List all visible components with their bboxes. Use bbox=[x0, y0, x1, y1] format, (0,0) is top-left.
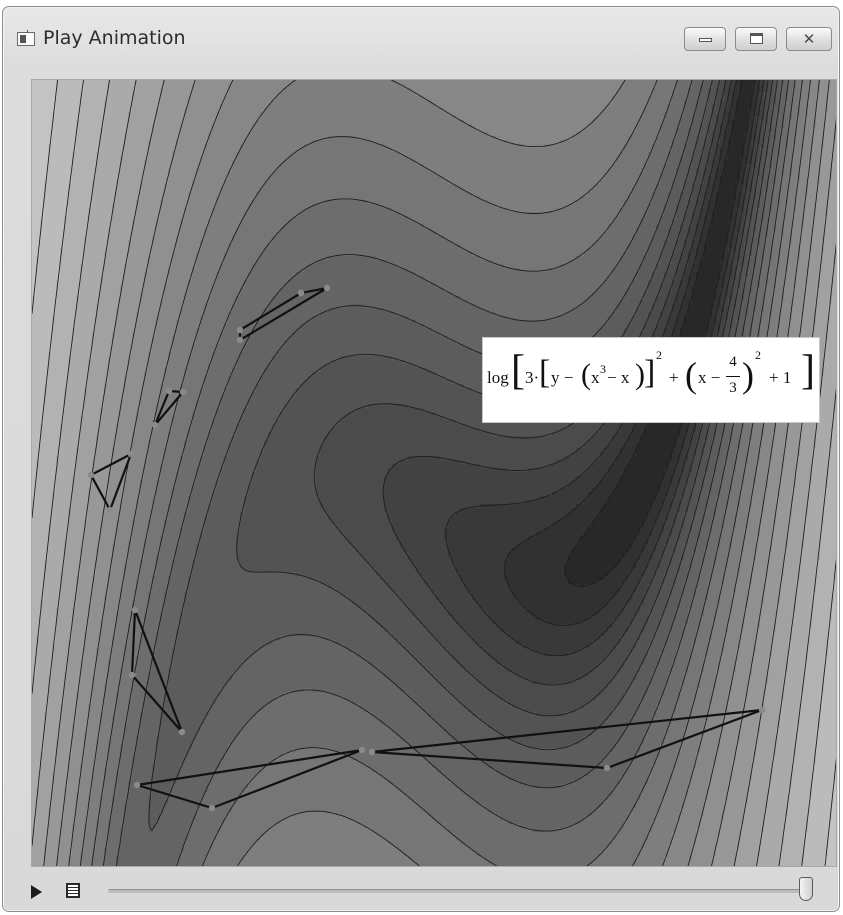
formula-paren2-close: ) bbox=[742, 360, 754, 390]
formula-fraction-bar bbox=[726, 376, 740, 377]
contour-fill bbox=[32, 80, 836, 866]
simplex-vertex bbox=[209, 805, 215, 811]
simplex-vertex bbox=[237, 327, 243, 333]
animation-slider-thumb[interactable] bbox=[799, 877, 813, 901]
simplex-vertex bbox=[324, 285, 330, 291]
simplex-vertex bbox=[88, 472, 94, 478]
document-icon[interactable] bbox=[66, 883, 80, 898]
formula-plus-one: + 1 bbox=[769, 368, 791, 388]
animation-slider-track[interactable] bbox=[108, 889, 808, 893]
formula-bracket-open: [ bbox=[511, 350, 525, 392]
formula-sq1: 2 bbox=[656, 348, 662, 363]
minimize-icon bbox=[699, 38, 712, 42]
formula-log: log bbox=[487, 368, 509, 388]
formula-three: 3· bbox=[525, 368, 539, 388]
formula-sq2: 2 bbox=[755, 348, 761, 363]
simplex-vertex bbox=[179, 729, 185, 735]
simplex-vertex bbox=[604, 765, 610, 771]
simplex-vertex bbox=[107, 507, 113, 513]
close-icon: ✕ bbox=[787, 28, 831, 50]
animation-toolbar bbox=[3, 871, 839, 911]
formula-bracket-inner-open: [ bbox=[539, 352, 550, 394]
formula-paren2-open: ( bbox=[685, 360, 697, 390]
simplex-vertex bbox=[134, 782, 140, 788]
formula-plus: + bbox=[669, 368, 679, 388]
formula-bracket-close: ] bbox=[801, 350, 815, 392]
minimize-button[interactable] bbox=[684, 27, 726, 51]
close-button[interactable]: ✕ bbox=[786, 27, 832, 51]
simplex-vertex bbox=[132, 607, 138, 613]
formula-label: log [ 3· [ y − ( x 3 − x ) ] 2 + ( x − 4… bbox=[482, 337, 820, 423]
simplex-vertex bbox=[152, 422, 158, 428]
formula-x-minus: x − bbox=[698, 368, 720, 388]
simplex-vertex bbox=[128, 451, 134, 457]
formula-paren-open: ( bbox=[581, 360, 591, 390]
window-title: Play Animation bbox=[43, 27, 186, 49]
simplex-vertex bbox=[298, 290, 304, 296]
app-icon bbox=[17, 32, 35, 46]
maximize-button[interactable] bbox=[735, 27, 777, 51]
formula-numerator: 4 bbox=[727, 354, 739, 371]
simplex-vertex bbox=[237, 337, 243, 343]
contour-plot-canvas bbox=[32, 80, 836, 866]
play-icon[interactable] bbox=[31, 885, 42, 899]
formula-exp3: 3 bbox=[600, 362, 606, 377]
simplex-vertex bbox=[166, 388, 172, 394]
formula-x: x bbox=[591, 368, 600, 388]
contour-plot: log [ 3· [ y − ( x 3 − x ) ] 2 + ( x − 4… bbox=[31, 79, 837, 867]
simplex-vertex bbox=[759, 707, 765, 713]
maximize-icon bbox=[750, 33, 763, 44]
formula-minus-x: − x bbox=[607, 368, 629, 388]
simplex-vertex bbox=[369, 749, 375, 755]
formula-y: y − bbox=[551, 368, 573, 388]
play-animation-window: Play Animation ✕ log [ 3· [ y − ( x 3 − … bbox=[2, 6, 840, 912]
title-bar[interactable]: Play Animation ✕ bbox=[3, 7, 839, 65]
formula-denominator: 3 bbox=[727, 380, 739, 397]
simplex-vertex bbox=[129, 672, 135, 678]
simplex-vertex bbox=[180, 389, 186, 395]
formula-bracket-inner-close: ] bbox=[644, 352, 655, 394]
simplex-vertex bbox=[359, 747, 365, 753]
